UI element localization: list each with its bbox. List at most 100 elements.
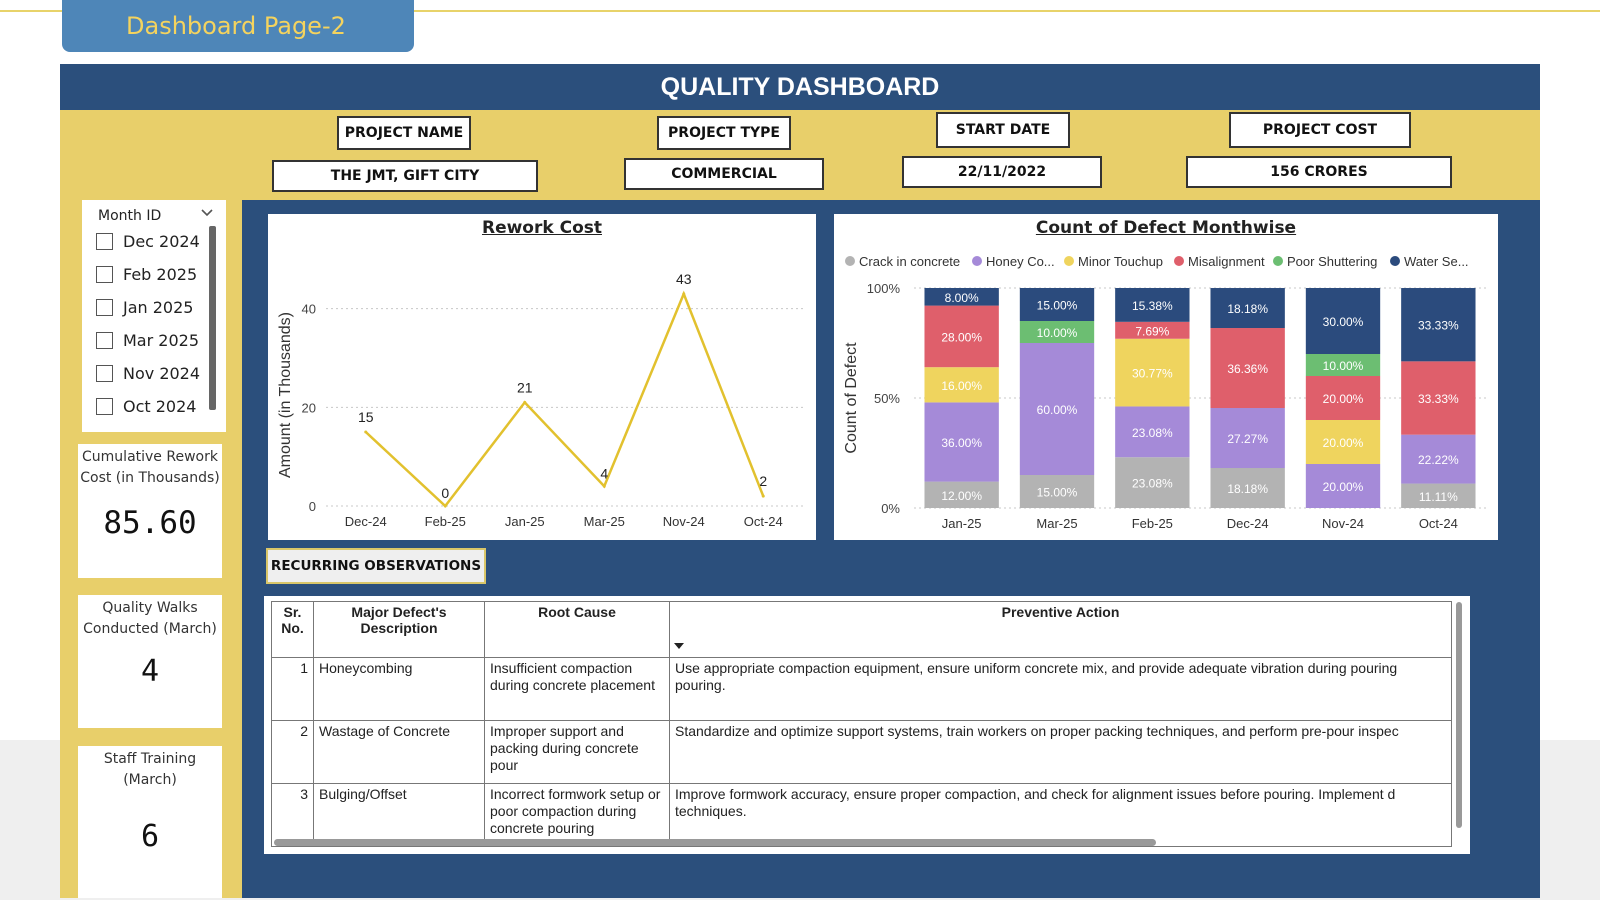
data-label: 12.00% [941,489,982,503]
cell-defect: Honeycombing [313,657,485,721]
month-slicer: Month ID Dec 2024 Feb 2025 Jan 2025 Mar … [82,200,226,432]
checkbox[interactable] [96,397,113,415]
bar-segment [924,288,999,306]
x-tick-label: Nov-24 [663,514,705,529]
bar-segment [1115,321,1190,339]
kpi-label: Cumulative Rework Cost (in Thousands) [80,449,220,486]
cell-action: Standardize and optimize support systems… [669,720,1452,784]
column-header[interactable]: Preventive Action [669,601,1452,658]
recurring-observations-button[interactable]: RECURRING OBSERVATIONS [266,548,486,584]
checkbox[interactable] [96,232,113,250]
quality-dashboard: QUALITY DASHBOARD PROJECT NAME THE JMT, … [60,64,1540,898]
bar-segment [924,305,999,368]
data-label: 20.00% [1323,480,1364,494]
kpi-value: 6 [140,819,160,854]
y-tick-label: 0% [881,501,900,516]
top-accent-line [0,10,1600,12]
kpi-label: Quality Walks Conducted (March) [83,600,217,637]
data-label: 11.11% [1419,490,1458,504]
column-header[interactable]: Sr. No. [271,601,314,658]
chevron-down-icon[interactable] [200,206,214,220]
x-tick-label: Jan-25 [942,516,982,531]
cell-no: 3 [271,783,314,847]
data-label: 23.08% [1132,477,1173,491]
cell-no: 1 [271,657,314,721]
table-row: 2 Wastage of Concrete Improper support a… [271,720,1452,784]
legend-marker [1390,256,1400,266]
data-point [682,292,686,296]
data-label: 15 [358,409,374,425]
slicer-item-label: Oct 2024 [123,396,197,416]
data-label: 4 [600,465,608,481]
slicer-item-nov-2024[interactable]: Nov 2024 [96,362,200,384]
checkbox[interactable] [96,298,113,316]
bar-segment [1019,288,1095,321]
bar-segment [1210,288,1285,329]
bar-segment [1305,420,1381,464]
x-tick-label: Oct-24 [744,514,783,529]
checkbox[interactable] [96,265,113,283]
data-label: 2 [759,473,767,489]
column-header[interactable]: Root Cause [484,601,670,658]
data-point [523,400,527,404]
slicer-item-dec-2024[interactable]: Dec 2024 [96,230,200,252]
chart-title: Count of Defect Monthwise [1035,218,1297,238]
data-label: 22.22% [1418,453,1459,467]
legend-marker [1273,256,1283,266]
sort-down-icon[interactable] [674,642,684,650]
table-row: 3 Bulging/Offset Incorrect formwork setu… [271,783,1452,847]
checkbox[interactable] [96,331,113,349]
x-tick-label: Jan-25 [505,514,545,529]
slicer-scrollbar[interactable] [209,226,216,410]
x-tick-label: Mar-25 [1036,516,1077,531]
bar-segment [924,402,999,482]
cell-cause: Improper support and packing during conc… [484,720,670,784]
data-label: 10.00% [1323,359,1364,373]
bar-segment [1115,406,1190,458]
data-label: 18.18% [1227,482,1268,496]
bar-segment [1115,338,1190,407]
start-date-value: 22/11/2022 [902,156,1102,188]
vertical-scrollbar[interactable] [1456,602,1462,828]
slicer-item-feb-2025[interactable]: Feb 2025 [96,263,197,285]
horizontal-scrollbar[interactable] [274,839,1156,846]
data-label: 36.36% [1227,362,1268,376]
column-header[interactable]: Major Defect's Description [313,601,485,658]
data-label: 10.00% [1037,326,1078,340]
bar-segment [924,481,999,508]
slicer-item-label: Mar 2025 [123,330,199,350]
cell-no: 2 [271,720,314,784]
checkbox[interactable] [96,364,113,382]
slicer-title: Month ID [98,208,162,224]
project-name-label: PROJECT NAME [337,116,471,150]
rework-cost-chart: 0 20 40 Amount (in Thousands) 15 Dec-24 0 Feb-2… [277,271,803,529]
legend-marker [1064,256,1074,266]
data-point [443,504,447,508]
bar-segment [1210,328,1285,409]
kpi-card-quality-walks: Quality Walks Conducted (March) 4 [78,595,222,728]
observations-table: Sr. No. Major Defect's Description Root … [271,601,1452,847]
legend-marker [1174,256,1184,266]
slicer-item-mar-2025[interactable]: Mar 2025 [96,329,199,351]
observations-table-card: Sr. No. Major Defect's Description Root … [264,596,1470,854]
legend-label: Water Se... [1404,254,1469,269]
bar-segment [1115,457,1190,508]
legend-marker [845,256,855,266]
bar-segment [1019,343,1095,475]
page-tab[interactable]: Dashboard Page-2 [62,0,414,52]
bar-segment [1115,288,1190,322]
slicer-item-jan-2025[interactable]: Jan 2025 [96,296,193,318]
data-label: 60.00% [1037,403,1078,417]
data-point [761,494,765,498]
data-label: 15.38% [1132,299,1173,313]
slicer-item-oct-2024[interactable]: Oct 2024 [96,395,196,417]
x-tick-label: Dec-24 [1227,516,1269,531]
x-tick-label: Feb-25 [425,514,466,529]
x-tick-label: Nov-24 [1322,516,1364,531]
defect-count-card: Count of Defect Monthwise Crack in concr… [834,214,1498,540]
bar-segment [924,367,999,403]
bar-segment [1210,468,1285,508]
data-label: 15.00% [1037,486,1078,500]
bar-segment [1305,464,1381,508]
bar-segment [1019,321,1095,343]
